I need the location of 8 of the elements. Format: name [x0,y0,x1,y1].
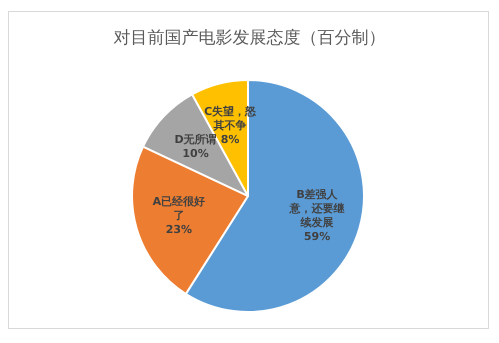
data-label: 59% [302,230,332,244]
slice-label: A已经很好了 [152,195,206,224]
chart-title: 对目前国产电影发展态度（百分制） [112,27,386,49]
slice-label: D无所谓 [174,132,217,146]
data-label: 8% [220,133,240,146]
data-label: 10% [181,146,210,161]
slice-label: B差强人意，还要继续发展 [288,188,346,230]
data-label: 23% [164,223,194,238]
